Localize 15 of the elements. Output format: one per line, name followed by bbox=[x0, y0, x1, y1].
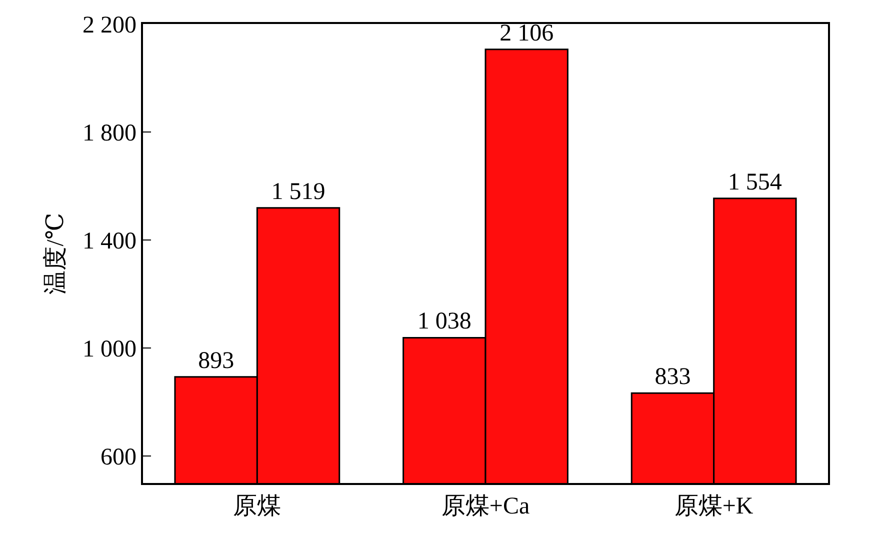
x-tick-label: 原煤+K bbox=[674, 494, 754, 520]
x-tick-label: 原煤+Ca bbox=[441, 494, 530, 520]
y-tick-label: 600 bbox=[100, 444, 136, 470]
y-tick-label: 1 800 bbox=[82, 120, 136, 146]
data-label: 1 519 bbox=[271, 178, 326, 205]
y-tick-label: 1 400 bbox=[82, 228, 136, 254]
y-tick-label: 2 200 bbox=[82, 12, 136, 38]
x-tick-label: 原煤 bbox=[233, 494, 282, 520]
data-label: 893 bbox=[198, 348, 234, 374]
data-label: 2 106 bbox=[500, 20, 554, 46]
data-label: 833 bbox=[654, 364, 691, 390]
y-axis-title: 温度/℃ bbox=[42, 212, 70, 294]
y-tick-label: 1 000 bbox=[82, 336, 136, 362]
data-label: 1 554 bbox=[728, 169, 782, 196]
data-label: 1 038 bbox=[417, 308, 472, 335]
